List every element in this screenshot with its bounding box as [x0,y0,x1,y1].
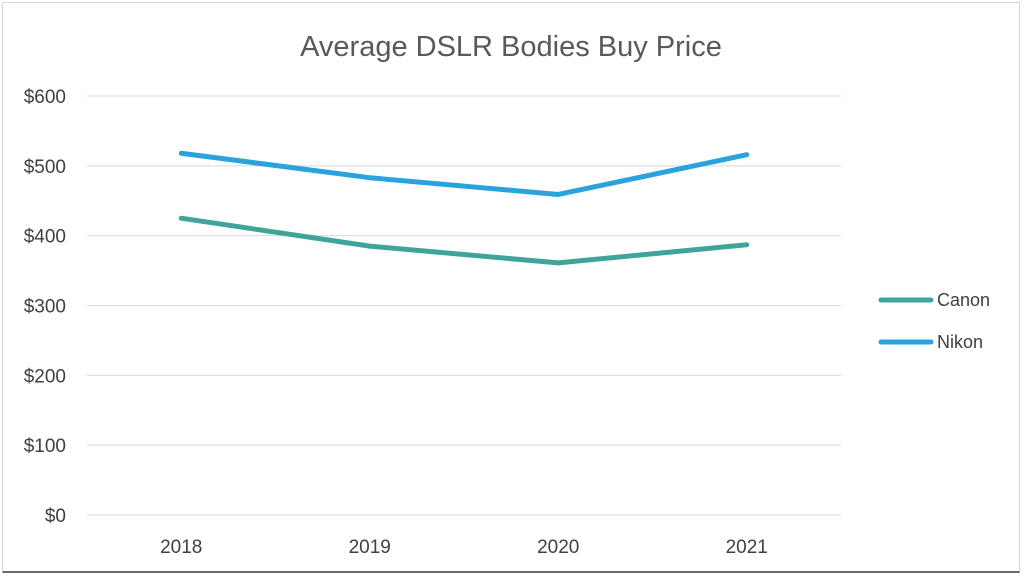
gridlines [87,95,841,516]
legend: Canon Nikon [878,290,990,352]
legend-label-nikon: Nikon [937,332,983,352]
chart-title: Average DSLR Bodies Buy Price [300,31,722,63]
x-tick-label: 2020 [537,537,579,558]
y-tick-label: $400 [24,227,66,248]
y-tick-label: $200 [24,366,66,387]
x-tick-label: 2019 [349,537,391,558]
y-tick-label: $100 [24,436,66,457]
y-tick-label: $600 [24,87,66,108]
y-tick-label: $0 [45,506,66,527]
y-axis-tick-labels: $0 $100 $200 $300 $400 $500 $600 [24,87,66,527]
legend-label-canon: Canon [937,290,990,310]
y-tick-label: $300 [24,297,66,318]
series-line-canon [178,215,750,266]
x-tick-label: 2021 [726,537,768,558]
x-tick-label: 2018 [160,537,202,558]
line-chart: Average DSLR Bodies Buy Price $0 $100 $200… [24,31,990,558]
y-tick-label: $500 [24,157,66,178]
x-axis-tick-labels: 2018 2019 2020 2021 [160,537,768,558]
series-lines [178,150,750,266]
series-line-nikon [178,150,750,197]
